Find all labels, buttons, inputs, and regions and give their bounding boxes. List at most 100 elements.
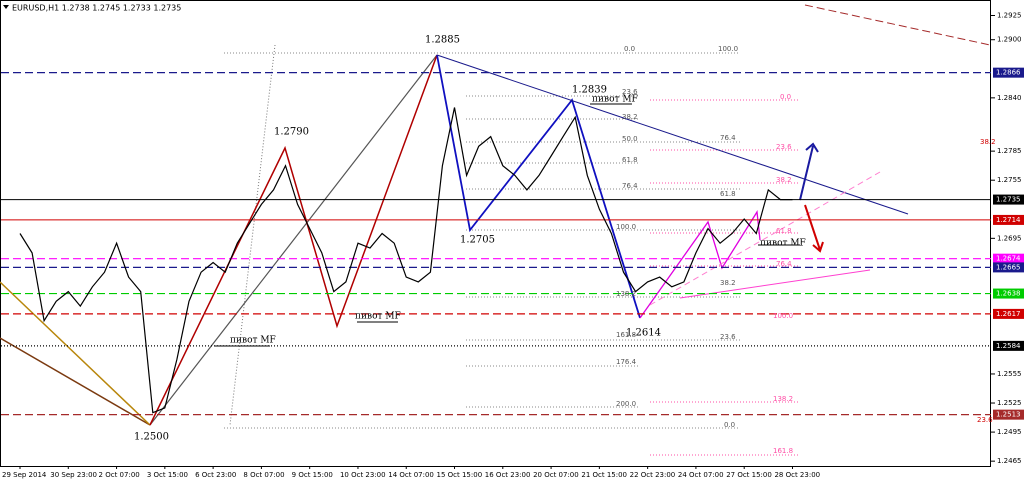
x-tick-label: 21 Oct 15:00 xyxy=(581,471,627,479)
level-label: 1.2735 xyxy=(996,196,1021,204)
x-tick-label: 6 Oct 23:00 xyxy=(195,471,236,479)
level-label: 1.2617 xyxy=(996,310,1021,318)
x-tick-label: 10 Oct 23:00 xyxy=(340,471,386,479)
fib-grid-pink xyxy=(650,99,800,456)
y-tick-label: 1.2495 xyxy=(997,428,1022,436)
arrow-down xyxy=(804,204,824,253)
level-box xyxy=(993,214,1024,225)
x-tick-label: 14 Oct 07:00 xyxy=(388,471,434,479)
chart-title: EURUSD,H1 1.2738 1.2745 1.2733 1.2735 xyxy=(12,4,181,13)
zigzag xyxy=(639,210,761,319)
fib-axis xyxy=(229,44,276,426)
fib-label: 50.0 xyxy=(622,135,638,143)
level-box xyxy=(993,194,1024,205)
x-tick-label: 30 Sep 23:00 xyxy=(50,471,97,479)
y-tick-label: 1.2840 xyxy=(997,94,1022,102)
level-label: 1.2665 xyxy=(996,263,1021,271)
level-box xyxy=(993,308,1024,319)
price-line xyxy=(19,107,793,414)
level-label: 1.2674 xyxy=(996,255,1021,263)
zigzag xyxy=(149,54,438,426)
y-tick-label: 1.2695 xyxy=(997,234,1022,242)
y-tick-label: 1.2900 xyxy=(997,36,1022,44)
y-tick-label: 1.2755 xyxy=(997,176,1022,184)
pivot-label: пивот MF xyxy=(355,312,401,322)
fib-label: 38.2 xyxy=(622,113,638,121)
level-box xyxy=(993,340,1024,351)
fib-label: 0.0 xyxy=(624,45,635,53)
drawings xyxy=(0,4,991,456)
y-tick-label: 1.2925 xyxy=(997,12,1022,20)
fib-label: 138.2 xyxy=(773,395,793,403)
y-tick-label: 1.2555 xyxy=(997,370,1022,378)
fib-label: 61.8 xyxy=(720,190,736,198)
pivot-label: пивот MF xyxy=(592,95,638,105)
fib-label: 23.6 xyxy=(622,88,638,96)
x-tick-label: 16 Oct 23:00 xyxy=(485,471,531,479)
trend-line xyxy=(0,337,151,426)
zigzag xyxy=(149,54,438,426)
x-tick-label: 3 Oct 15:00 xyxy=(147,471,188,479)
y-tick-label: 1.2525 xyxy=(997,399,1022,407)
y-tick-label: 1.2785 xyxy=(997,147,1022,155)
trend-line xyxy=(804,4,991,46)
fib-label: 23.6 xyxy=(720,333,736,341)
level-label: 1.2638 xyxy=(996,290,1021,298)
fib-label: 38.2 xyxy=(720,279,736,287)
fib-label: 0.0 xyxy=(724,421,735,429)
level-box xyxy=(993,409,1024,420)
fib-label: 23.6 xyxy=(776,143,792,151)
fib-label: 38.2 xyxy=(980,138,996,146)
level-box xyxy=(993,67,1024,78)
arrow-up xyxy=(799,142,819,201)
pivot-lines xyxy=(215,103,800,347)
fib-label: 138.2 xyxy=(616,290,636,298)
swing-label: 1.2705 xyxy=(460,235,495,246)
level-label: 1.2513 xyxy=(996,411,1021,419)
trend-line xyxy=(0,281,151,426)
fib-label: 100.0 xyxy=(773,312,793,320)
fib-label: 61.8 xyxy=(622,156,638,164)
level-box xyxy=(993,288,1024,299)
swing-label: 1.2885 xyxy=(425,35,460,46)
pivot-label: пивот MF xyxy=(760,239,806,249)
zigzag xyxy=(436,54,641,319)
fib-label: 76.4 xyxy=(720,134,736,142)
fib-label: 200.0 xyxy=(616,400,636,408)
trend-line xyxy=(436,54,909,215)
x-tick-label: 24 Oct 07:00 xyxy=(678,471,724,479)
fib-label: 61.8 xyxy=(776,227,792,235)
x-tick-label: 15 Oct 15:00 xyxy=(437,471,483,479)
x-tick-label: 27 Oct 15:00 xyxy=(726,471,772,479)
fib-label: 0.0 xyxy=(780,93,791,101)
fib-grid xyxy=(224,52,740,429)
plot-frame xyxy=(0,0,991,467)
fib-label: 161.8 xyxy=(616,331,636,339)
x-tick-label: 29 Sep 2014 xyxy=(2,471,47,479)
y-tick-label: 1.2465 xyxy=(997,457,1022,465)
level-box xyxy=(993,262,1024,273)
swing-label: 1.2500 xyxy=(134,432,169,443)
fib-label: 161.8 xyxy=(773,447,793,455)
x-tick-label: 22 Oct 23:00 xyxy=(630,471,676,479)
fib-label: 100.0 xyxy=(616,223,636,231)
swing-label: 1.2614 xyxy=(626,328,661,339)
x-tick-label: 20 Oct 07:00 xyxy=(533,471,579,479)
fib-label: 76.4 xyxy=(622,182,638,190)
fib-label: 100.0 xyxy=(718,45,738,53)
level-box xyxy=(993,253,1024,264)
level-label: 1.2584 xyxy=(996,342,1021,350)
x-tick-label: 8 Oct 07:00 xyxy=(243,471,284,479)
menu-icon[interactable] xyxy=(3,5,9,9)
fib-label: 23.6 xyxy=(977,416,993,424)
swing-label: 1.2790 xyxy=(274,127,309,138)
fib-label: 76.4 xyxy=(776,260,792,268)
x-tick-label: 2 Oct 07:00 xyxy=(99,471,140,479)
x-tick-label: 28 Oct 23:00 xyxy=(774,471,820,479)
swing-label: 1.2839 xyxy=(572,85,607,96)
fib-label: 176.4 xyxy=(616,358,637,366)
pivot-label: пивот MF xyxy=(230,336,276,346)
channel-line xyxy=(649,171,881,306)
